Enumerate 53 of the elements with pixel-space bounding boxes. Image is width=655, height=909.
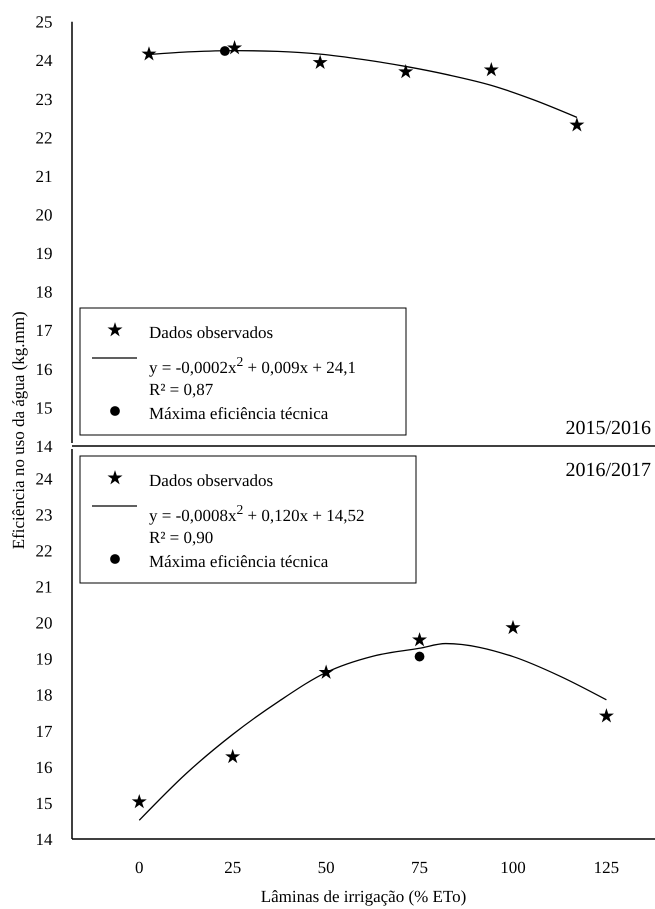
y-tick-label: 14 <box>36 830 53 849</box>
y-tick-label: 22 <box>36 128 52 148</box>
y-tick-label: 17 <box>36 722 53 741</box>
legend-label: Máxima eficiência técnica <box>149 404 329 423</box>
y-tick-label: 23 <box>36 90 52 109</box>
point <box>598 708 614 722</box>
y-tick-label: 16 <box>36 360 52 379</box>
y-tick-label: 21 <box>36 166 52 186</box>
y-tick-label: 18 <box>36 282 52 302</box>
legend-label: Dados observados <box>149 471 274 490</box>
x-tick-label: 125 <box>594 858 620 877</box>
y-tick-label: 21 <box>36 578 52 597</box>
x-tick-label: 100 <box>500 858 526 877</box>
point <box>132 794 147 808</box>
legend-label: y = -0,0002x$^{2}$ + 0,009x + 24,1 <box>149 354 356 377</box>
y-tick-label: 19 <box>36 650 52 669</box>
point <box>505 620 520 634</box>
point <box>398 64 414 78</box>
x-tick-label: 25 <box>224 858 242 877</box>
point <box>220 46 230 56</box>
point <box>141 46 156 60</box>
y-tick-label: 20 <box>36 206 52 225</box>
y-tick-label: 16 <box>36 758 52 777</box>
y-tick-label: 25 <box>36 12 52 32</box>
annotation: R² = 0,90 <box>149 528 214 547</box>
annotation: 2016/2017 <box>565 459 651 481</box>
y-tick-label: 23 <box>36 505 52 524</box>
y-axis-title: Eficiência no uso da água (kg.mm) <box>9 311 28 550</box>
annotation: R² = 0,87 <box>149 380 214 399</box>
annotation: 2015/2016 <box>565 417 651 439</box>
point <box>414 652 424 662</box>
y-tick-label: 18 <box>36 686 52 705</box>
legend-label: y = -0,0008x$^{2}$ + 0,120x + 14,52 <box>149 502 364 525</box>
legend-label: Dados observados <box>149 323 274 342</box>
y-tick-label: 22 <box>36 542 52 561</box>
point <box>569 117 584 132</box>
point <box>484 62 499 76</box>
y-tick-label: 15 <box>36 398 52 418</box>
x-tick-label: 0 <box>135 858 144 877</box>
point <box>312 54 328 69</box>
x-tick-label: 75 <box>411 858 428 877</box>
x-axis-title: Lâminas de irrigação (% ETo) <box>260 887 466 906</box>
y-tick-label: 14 <box>36 436 53 456</box>
y-tick-label: 19 <box>36 244 52 264</box>
y-tick-label: 24 <box>36 51 53 70</box>
y-tick-label: 17 <box>36 321 53 340</box>
y-tick-label: 24 <box>36 469 53 488</box>
point <box>412 632 428 646</box>
x-tick-label: 50 <box>318 858 335 877</box>
y-tick-label: 20 <box>36 614 52 633</box>
point <box>225 748 240 764</box>
y-tick-label: 15 <box>36 794 52 813</box>
legend-label: Máxima eficiência técnica <box>149 552 329 571</box>
